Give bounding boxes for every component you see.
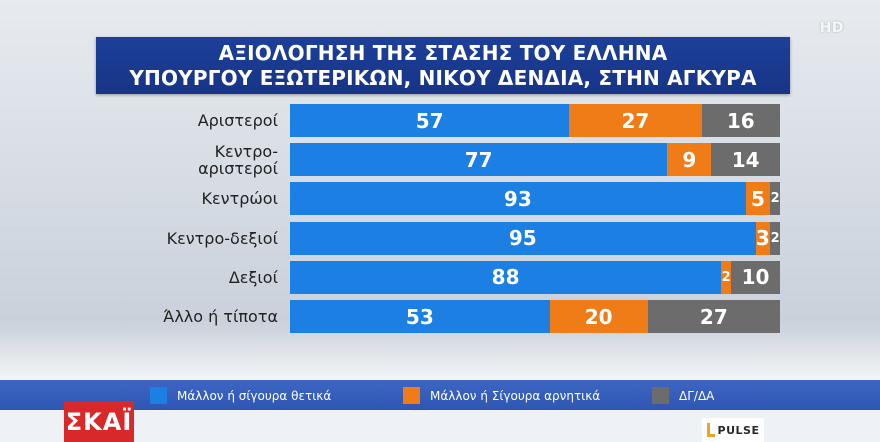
bar-segment: 20 — [549, 300, 648, 333]
bar-segment: 93 — [290, 182, 746, 216]
pollster-logo-text: PULSE — [717, 423, 760, 437]
pollster-logo: PULSE — [702, 418, 764, 442]
chart-title-box: ΑΞΙΟΛΟΓΗΣΗ ΤΗΣ ΣΤΑΣΗΣ ΤΟΥ ΕΛΛΗΝΑ ΥΠΟΥΡΓΟ… — [96, 37, 790, 94]
legend: Μάλλον ή σίγουρα θετικά Μάλλον ή Σίγουρα… — [0, 380, 880, 410]
bar-segment: 3 — [755, 221, 771, 255]
bar-segment: 9 — [667, 143, 712, 177]
data-label: 16 — [726, 108, 755, 133]
category-label-line: Κεντρώοι — [201, 189, 278, 209]
chart-title-line-2: ΥΠΟΥΡΓΟΥ ΕΞΩΤΕΡΙΚΩΝ, ΝΙΚΟΥ ΔΕΝΔΙΑ, ΣΤΗΝ … — [129, 65, 757, 90]
legend-item-positive: Μάλλον ή σίγουρα θετικά — [150, 387, 331, 404]
legend-item-negative: Μάλλον ή Σίγουρα αρνητικά — [403, 387, 600, 404]
legend-swatch-negative — [403, 387, 420, 404]
legend-label-dk-na: ΔΓ/ΔΑ — [679, 388, 715, 403]
bar-segment: 27 — [647, 300, 780, 333]
data-label: 57 — [415, 108, 444, 133]
data-label: 95 — [508, 226, 537, 251]
bar-segment: 88 — [290, 260, 722, 294]
legend-swatch-dk-na — [652, 387, 669, 404]
bar-segment: 5 — [745, 182, 771, 216]
data-label: 9 — [682, 147, 697, 172]
bar-segment: 2 — [770, 221, 780, 255]
legend-label-negative: Μάλλον ή Σίγουρα αρνητικά — [430, 388, 601, 403]
data-label: 93 — [503, 186, 532, 211]
legend-swatch-positive — [150, 387, 167, 404]
data-label: 77 — [464, 147, 493, 172]
category-label-line: αριστεροί — [198, 158, 278, 178]
category-label: Δεξιοί — [110, 261, 278, 294]
category-label-line: Άλλο ή τίποτα — [163, 307, 278, 326]
bar-segment: 16 — [701, 104, 780, 137]
bar-segment: 77 — [290, 143, 668, 177]
category-label: Άλλο ή τίποτα — [110, 300, 278, 333]
bar-segment: 2 — [721, 260, 731, 294]
data-label: 2 — [770, 191, 780, 207]
category-label-line: Δεξιοί — [228, 267, 278, 287]
data-label: 3 — [755, 226, 770, 251]
data-label: 2 — [721, 269, 731, 285]
bar-segment: 10 — [731, 260, 780, 294]
data-label: 53 — [405, 304, 434, 329]
category-label-line: Αριστεροί — [197, 111, 278, 130]
hd-badge: HD — [819, 20, 844, 36]
bar-segment: 53 — [290, 300, 550, 333]
data-label: 10 — [741, 265, 770, 290]
category-label: Κεντρο-δεξιοί — [110, 222, 278, 255]
category-label: Κεντρώοι — [110, 182, 278, 215]
data-label: 14 — [731, 147, 760, 172]
data-label: 88 — [491, 265, 520, 290]
bar-segment: 27 — [569, 104, 702, 137]
data-label: 5 — [750, 186, 765, 211]
bar-segment: 95 — [290, 221, 756, 255]
legend-label-positive: Μάλλον ή σίγουρα θετικά — [177, 388, 332, 403]
data-label: 27 — [621, 108, 650, 133]
category-label-line: Κεντρο- — [214, 141, 278, 161]
legend-item-dk-na: ΔΓ/ΔΑ — [652, 387, 714, 404]
pulse-mark-icon — [706, 423, 715, 437]
category-label-line: Κεντρο-δεξιοί — [166, 228, 278, 248]
chart-title-line-1: ΑΞΙΟΛΟΓΗΣΗ ΤΗΣ ΣΤΑΣΗΣ ΤΟΥ ΕΛΛΗΝΑ — [218, 40, 668, 65]
bar-segment: 57 — [290, 104, 570, 137]
data-label: 27 — [699, 304, 728, 329]
data-label: 20 — [584, 304, 613, 329]
bar-segment: 2 — [770, 182, 780, 216]
category-label: Αριστεροί — [110, 104, 278, 137]
bar-segment: 14 — [711, 143, 780, 177]
category-label: Κεντρο-αριστεροί — [110, 141, 278, 178]
data-label: 2 — [770, 230, 780, 246]
channel-logo: ΣΚΑΪ — [64, 401, 134, 442]
